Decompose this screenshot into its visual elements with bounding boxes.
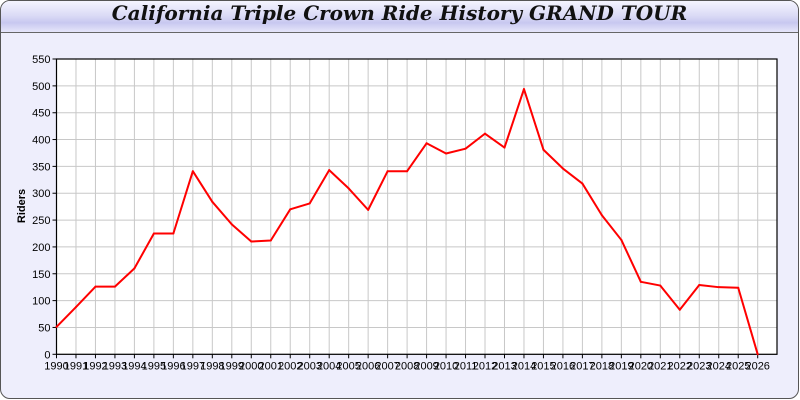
data-point [600,214,603,217]
plot-border [55,58,778,355]
data-point [328,169,331,172]
data-point [230,223,233,226]
data-point [737,286,740,289]
x-tick-label: 2000 [239,360,263,372]
y-tick-label: 150 [32,269,50,281]
y-tick-label: 250 [32,215,50,227]
data-point [522,88,525,91]
y-tick-label: 300 [32,188,50,200]
data-point [269,239,272,242]
x-tick-label: 1995 [142,360,166,372]
data-point [152,232,155,235]
y-tick-label: 550 [32,54,50,66]
y-tick-label: 100 [32,296,50,308]
x-tick-label: 2026 [745,360,769,372]
y-tick-label: 200 [32,242,50,254]
x-tick-label: 1999 [220,360,244,372]
x-tick-label: 2013 [492,360,516,372]
x-tick-label: 2014 [512,360,536,372]
x-tick-label: 2012 [473,360,497,372]
data-point [698,284,701,287]
y-tick-label: 500 [32,81,50,93]
data-point [386,170,389,173]
x-tick-label: 1991 [64,360,88,372]
data-point [133,267,136,270]
x-tick-label: 2005 [336,360,360,372]
data-point [113,285,116,288]
axes: 0501001502002503003504004505005501990199… [32,54,778,372]
data-point [678,308,681,311]
data-point [367,208,370,211]
y-tick-label: 0 [44,349,50,361]
x-tick-label: 2024 [707,360,731,372]
x-tick-label: 2023 [687,360,711,372]
data-point [620,238,623,241]
x-tick-label: 2002 [278,360,302,372]
grid [56,58,777,355]
x-tick-label: 2001 [259,360,283,372]
data-point [561,167,564,170]
data-point [308,202,311,205]
x-tick-label: 1992 [83,360,107,372]
x-tick-label: 1998 [200,360,224,372]
x-tick-label: 2018 [590,360,614,372]
data-point [717,286,720,289]
data-point [55,325,58,328]
plot-area [56,59,777,355]
data-point [756,353,759,356]
data-point [542,148,545,151]
data-point [581,182,584,185]
x-tick-label: 2011 [454,360,478,372]
x-tick-label: 1994 [122,360,146,372]
x-tick-label: 2006 [356,360,380,372]
x-tick-label: 1993 [103,360,127,372]
data-point [211,200,214,203]
data-point [172,232,175,235]
data-point [94,285,97,288]
x-tick-label: 2007 [375,360,399,372]
data-point [74,306,77,309]
y-tick-label: 450 [32,108,50,120]
data-point [250,240,253,243]
x-tick-label: 1997 [181,360,205,372]
x-tick-label: 2021 [648,360,672,372]
data-point [484,132,487,135]
x-tick-label: 2008 [395,360,419,372]
x-tick-label: 2019 [609,360,633,372]
x-tick-label: 1996 [161,360,185,372]
x-tick-label: 2009 [414,360,438,372]
y-tick-label: 400 [32,135,50,147]
x-tick-label: 2020 [629,360,653,372]
data-point [191,170,194,173]
data-point [639,280,642,283]
data-point [464,147,467,150]
data-point [406,170,409,173]
data-point [289,208,292,211]
x-tick-label: 2003 [297,360,321,372]
x-tick-label: 2025 [726,360,750,372]
x-tick-label: 2016 [551,360,575,372]
x-tick-label: 1990 [44,360,68,372]
y-tick-label: 50 [38,322,50,334]
y-axis-label: Riders [16,189,28,223]
data-point [445,152,448,155]
x-tick-label: 2010 [434,360,458,372]
x-tick-label: 2004 [317,360,341,372]
data-point [425,142,428,145]
y-tick-label: 350 [32,161,50,173]
x-tick-label: 2015 [531,360,555,372]
data-point [659,284,662,287]
data-point [503,146,506,149]
data-point [347,187,350,190]
chart-title: California Triple Crown Ride History GRA… [1,1,798,33]
x-tick-label: 2017 [570,360,594,372]
x-tick-label: 2022 [668,360,692,372]
series [55,88,759,356]
